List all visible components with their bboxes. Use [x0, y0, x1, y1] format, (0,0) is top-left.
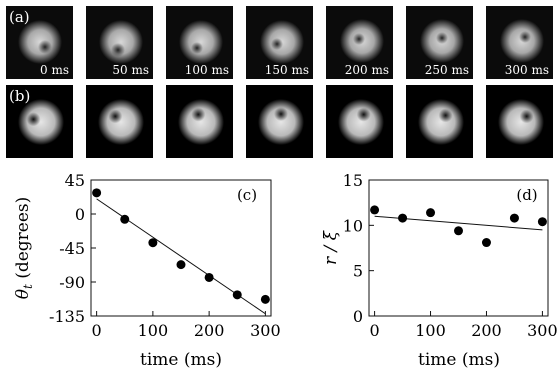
condensate-cloud [98, 99, 144, 145]
data-point [426, 208, 436, 218]
panel-label-b: (b) [9, 87, 31, 105]
plot-frame [368, 179, 549, 317]
cloud-image [260, 20, 304, 64]
simulated-cloud-image [498, 99, 544, 145]
vortex-core [26, 112, 41, 127]
simulated-cloud-image [418, 99, 464, 145]
frame-a-1: 50 ms [86, 6, 153, 79]
frame-time-label: 100 ms [184, 63, 229, 77]
frame-b-5 [406, 85, 473, 158]
condensate-cloud [178, 99, 224, 145]
x-tick-label: 0 [370, 321, 380, 340]
vortex-core [191, 107, 206, 122]
simulated-cloud-image [178, 99, 224, 145]
x-tick-label: 0 [92, 321, 102, 340]
image-row-a: (a) 0 ms 50 ms 100 ms 150 ms 200 ms [6, 6, 556, 82]
cloud-image [420, 19, 464, 63]
condensate-cloud [338, 99, 384, 145]
simulated-cloud-image [18, 99, 64, 145]
x-tick-label: 100 [138, 321, 169, 340]
condensate-cloud [18, 99, 64, 145]
data-point [481, 238, 491, 248]
y-tick-label: -90 [59, 273, 85, 292]
y-tick-label: -45 [59, 239, 85, 258]
panel-label-d: (d) [516, 186, 537, 204]
data-point [398, 213, 408, 223]
data-point [92, 188, 102, 198]
frame-a-5: 250 ms [406, 6, 473, 79]
y-tick-label: 0 [75, 205, 85, 224]
y-tick-label: 45 [65, 171, 85, 190]
data-point [120, 214, 130, 224]
data-point [260, 294, 270, 304]
frame-time-label: 150 ms [264, 63, 309, 77]
chart-d: 0 100 200 300 0 5 10 15 (d) time (ms) r / ξ [321, 171, 558, 370]
cloud-image [340, 19, 384, 63]
x-tick-label: 200 [471, 321, 502, 340]
chart-c: 0 100 200 300 45 0 -45 -90 -135 (c) time (ms) θt… [13, 171, 281, 370]
y-tick-label: 0 [353, 307, 363, 326]
y-tick-label: 5 [353, 262, 363, 281]
x-axis-label: time (ms) [140, 350, 222, 370]
y-tick-label: -135 [49, 307, 85, 326]
simulated-cloud-image [338, 99, 384, 145]
cloud-image [500, 19, 544, 63]
x-tick-label: 300 [250, 321, 281, 340]
frame-b-4 [326, 85, 393, 158]
y-axis-label: r / ξ [321, 229, 341, 265]
vortex-core [438, 108, 453, 123]
frame-time-label: 300 ms [504, 63, 549, 77]
y-tick-label: 15 [343, 171, 363, 190]
data-point [454, 226, 463, 236]
condensate-cloud [258, 99, 304, 145]
cloud-image [179, 20, 223, 64]
x-axis-label: time (ms) [418, 350, 500, 370]
y-axis-label: θt (degrees) [13, 197, 35, 300]
data-point [232, 290, 242, 300]
frame-b-1 [86, 85, 153, 158]
frame-b-6 [486, 85, 553, 158]
x-tick-label: 200 [194, 321, 225, 340]
frame-a-6: 300 ms [486, 6, 553, 79]
data-point [176, 260, 186, 270]
vortex-core [274, 107, 288, 121]
frame-a-3: 150 ms [246, 6, 313, 79]
frame-a-4: 200 ms [326, 6, 393, 79]
frame-time-label: 250 ms [424, 63, 469, 77]
data-point [537, 217, 547, 227]
cloud-image [18, 20, 62, 64]
simulated-cloud-image [98, 99, 144, 145]
data-point [148, 238, 158, 248]
x-tick-label: 100 [415, 321, 446, 340]
condensate-cloud [498, 99, 544, 145]
frame-time-label: 200 ms [344, 63, 389, 77]
frame-time-label: 0 ms [40, 63, 69, 77]
y-tick-label: 10 [343, 216, 363, 235]
simulated-cloud-image [258, 99, 304, 145]
vortex-core [356, 107, 371, 122]
cloud-image [99, 20, 143, 64]
data-point [204, 272, 214, 282]
frame-b-3 [246, 85, 313, 158]
vortex-core [108, 109, 123, 124]
data-point [370, 205, 380, 215]
frame-a-2: 100 ms [166, 6, 233, 79]
panel-label-c: (c) [237, 186, 257, 204]
frame-b-2 [166, 85, 233, 158]
frame-time-label: 50 ms [112, 63, 149, 77]
frame-b-0 [6, 85, 73, 158]
condensate-cloud [418, 99, 464, 145]
x-tick-label: 300 [527, 321, 558, 340]
panel-label-a: (a) [9, 8, 30, 26]
image-row-b: (b) [6, 85, 556, 161]
vortex-core [519, 109, 534, 124]
frame-a-0: (a) 0 ms [6, 6, 73, 79]
data-point [509, 213, 519, 223]
